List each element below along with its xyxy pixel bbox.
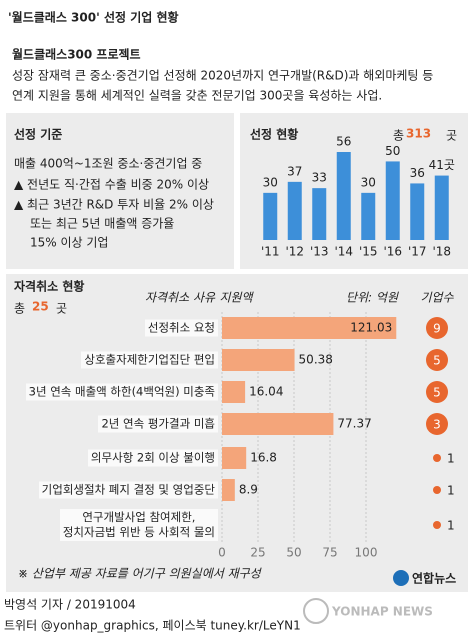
description: 연계 지원을 통해 세계적인 실력을 갖춘 전문기업 300곳을 육성하는 사업… [12, 89, 382, 103]
total: 313 [406, 127, 431, 141]
count-label: 5 [433, 386, 441, 400]
count-label: 5 [433, 354, 441, 368]
title: '월드클래스 300' 선정 기업 현황 [8, 10, 179, 25]
criteria-title: 선정 기준 [14, 127, 62, 142]
x-tick-label: '12 [285, 245, 304, 259]
total: 25 [32, 300, 49, 314]
column-header: 자격취소 사유 [145, 291, 216, 305]
count-marker [426, 381, 448, 403]
value-label: 121.03 [350, 321, 392, 335]
bar [222, 381, 246, 403]
total-prefix: 총 [14, 302, 25, 316]
value-label: 33 [312, 171, 327, 185]
x-tick-label: 50 [286, 546, 301, 560]
logo-mark [303, 598, 329, 624]
x-tick-label: 100 [355, 546, 378, 560]
column-header: 기업수 [420, 291, 454, 305]
bar [222, 317, 397, 339]
bar [222, 447, 247, 469]
criteria-line: 매출 400억~1조원 중소·중견기업 중 [14, 157, 202, 171]
bar [434, 175, 449, 240]
total-unit: 곳 [56, 302, 67, 316]
criteria-panel [6, 113, 234, 269]
bar [385, 161, 400, 240]
row-label: 상호출자제한기업집단 편입 [81, 351, 218, 369]
logo-ko: 연합뉴스 [412, 571, 456, 586]
chart-title: 자격취소 현황 [14, 279, 84, 294]
x-tick-label: '15 [359, 245, 378, 259]
bar [263, 192, 278, 240]
value-label: 77.37 [337, 417, 371, 431]
value-label: 36 [410, 166, 425, 180]
footnote: ※ 산업부 제공 자료를 어기구 의원실에서 재구성 [18, 567, 263, 581]
column-header: 지원액 [219, 291, 254, 305]
bar [410, 183, 425, 240]
bar [287, 181, 302, 240]
bar [222, 349, 295, 371]
x-tick-label: 25 [250, 546, 265, 560]
chart-title: 선정 현황 [250, 127, 298, 142]
value-label: 8.9 [239, 483, 258, 497]
row-label: 2년 연속 평가결과 미흡 [98, 415, 218, 433]
x-tick-label: '17 [408, 245, 427, 259]
count-marker [426, 413, 448, 435]
bar [312, 188, 327, 240]
x-tick-label: '13 [310, 245, 329, 259]
x-tick-label: '16 [383, 245, 402, 259]
total-unit: 곳 [446, 129, 457, 143]
logo-en: YONHAP NEWS [331, 605, 433, 619]
value-label: 16.04 [249, 385, 283, 399]
byline: 박영석 기자 / 20191004 [4, 598, 136, 612]
x-tick-label: 0 [218, 546, 226, 560]
row-label: 의무사항 2회 이상 불이행 [87, 449, 218, 467]
value-label: 16.8 [250, 451, 277, 465]
x-tick-label: '18 [432, 245, 451, 259]
value-label: 37 [287, 164, 302, 178]
count-label: 3 [433, 418, 441, 432]
bar [361, 192, 376, 240]
project-title: 월드클래스300 프로젝트 [12, 47, 141, 62]
x-tick-label: '11 [261, 245, 280, 259]
count-label: 1 [447, 484, 455, 498]
criteria-line: ▲ 전년도 직·간접 수출 비중 20% 이상 [14, 178, 209, 192]
value-label: 30 [263, 175, 278, 189]
value-label: 50.38 [299, 353, 333, 367]
criteria-line: 15% 이상 기업 [30, 236, 108, 250]
row-label: 연구개발사업 참여제한, 정치자금법 위반 등 사회적 물의 [59, 509, 218, 541]
count-marker [426, 349, 448, 371]
count-marker [433, 454, 441, 462]
x-tick-label: 75 [322, 546, 337, 560]
row-label: 기업회생절차 폐지 결정 및 영업중단 [38, 481, 218, 499]
unit-label: 단위: 억원 [346, 291, 399, 305]
x-tick-label: '14 [334, 245, 353, 259]
count-marker [433, 521, 441, 529]
count-label: 1 [447, 452, 455, 466]
count-marker [426, 317, 448, 339]
row-label: 3년 연속 매출액 하한(4백억원) 미충족 [25, 383, 218, 401]
chart-panel [240, 113, 468, 269]
bar [222, 479, 235, 501]
bar [222, 413, 334, 435]
value-label: 56 [336, 135, 351, 149]
count-label: 9 [433, 322, 441, 336]
description: 성장 잠재력 큰 중소·중견기업 선정해 2020년까지 연구개발(R&D)과 … [12, 69, 433, 83]
bar [336, 152, 351, 240]
value-label: 41곳 [429, 158, 455, 172]
logo-mark [393, 570, 409, 586]
row-label: 선정취소 요청 [144, 319, 218, 337]
count-marker [433, 486, 441, 494]
criteria-line: 또는 최근 5년 매출액 증가율 [30, 217, 174, 231]
value-label: 50 [385, 144, 400, 158]
value-label: 30 [361, 175, 376, 189]
total-prefix: 총 [393, 129, 404, 143]
count-label: 1 [447, 519, 455, 533]
criteria-line: ▲ 최근 3년간 R&D 투자 비율 2% 이상 [14, 198, 214, 212]
social: 트위터 @yonhap_graphics, 페이스북 tuney.kr/LeYN… [4, 619, 301, 633]
